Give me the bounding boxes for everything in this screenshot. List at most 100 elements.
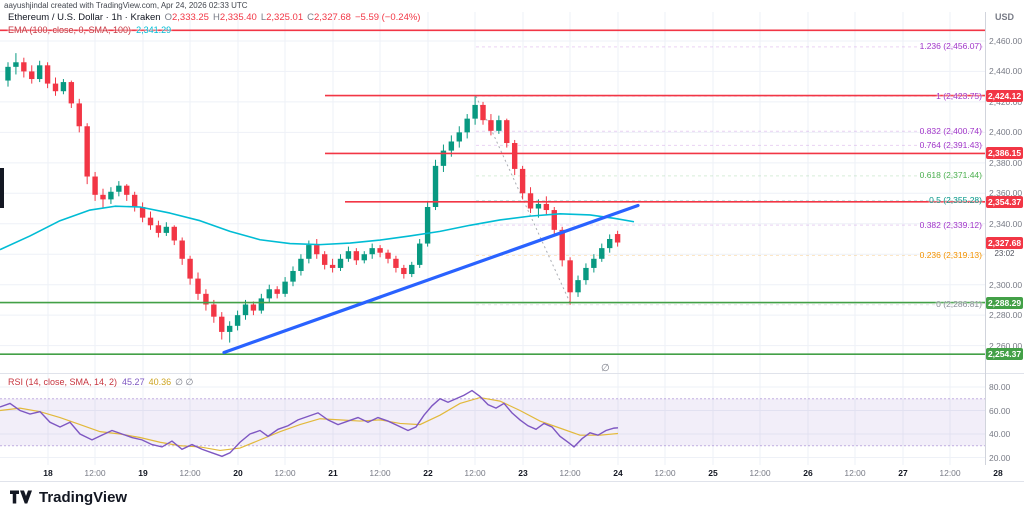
price-tick-label: 2,440.00 xyxy=(989,66,1023,77)
time-tick-label: 20 xyxy=(233,468,243,478)
support-price-badge: 2,288.29 xyxy=(986,296,1023,309)
fib-level-label[interactable]: 0.832 (2,400.74) xyxy=(919,125,982,136)
time-tick-label: 25 xyxy=(708,468,718,478)
ohlc-low-value: 2,325.01 xyxy=(266,12,304,23)
candle-body xyxy=(440,150,447,166)
ohlc-open-value: 2,333.25 xyxy=(171,12,209,23)
symbol-legend[interactable]: Ethereum / U.S. Dollar · 1h · Kraken O2,3… xyxy=(8,12,420,23)
support-price-badge: 2,254.37 xyxy=(986,348,1023,361)
price-tick-label: 2,380.00 xyxy=(989,157,1023,168)
candle-body xyxy=(551,210,557,230)
candle-body xyxy=(108,191,114,200)
candle-body xyxy=(416,243,423,265)
candle-body xyxy=(76,103,82,127)
fib-level-label[interactable]: 0.382 (2,339.12) xyxy=(919,219,982,230)
candle-body xyxy=(226,325,233,332)
candle-body xyxy=(559,229,565,261)
time-tick-label: 24 xyxy=(613,468,623,478)
fib-level-label[interactable]: 0.236 (2,319.13) xyxy=(919,250,982,261)
candle-body xyxy=(606,238,613,249)
time-tick-label: 23 xyxy=(518,468,528,478)
rsi-legend-value: 45.27 xyxy=(122,377,145,387)
candle-body xyxy=(282,281,288,294)
time-tick-label: 28 xyxy=(993,468,1003,478)
rsi-tick-label: 80.00 xyxy=(989,382,1011,392)
candle-body xyxy=(393,258,399,268)
candle-body xyxy=(250,304,257,311)
time-tick-label: 12:00 xyxy=(749,468,771,478)
tradingview-brand[interactable]: TradingView xyxy=(39,488,128,506)
candle-body xyxy=(535,203,542,209)
time-tick-label: 12:00 xyxy=(464,468,486,478)
resistance-price-badge: 2,424.12 xyxy=(986,89,1023,102)
candle-body xyxy=(361,254,367,261)
time-tick-label: 26 xyxy=(803,468,813,478)
fib-level-label[interactable]: 1.236 (2,456.07) xyxy=(919,41,982,52)
empty-set-marker: ∅ xyxy=(601,363,610,374)
candle-body xyxy=(179,240,185,259)
price-tick-label: 2,420.00 xyxy=(989,96,1023,107)
ema-legend-title: EMA (100, close, 0, SMA, 100) xyxy=(8,25,132,35)
change-value: −5.59 (−0.24%) xyxy=(354,12,421,23)
fib-level-label[interactable]: 0.618 (2,371.44) xyxy=(919,170,982,181)
candle-body xyxy=(353,251,360,261)
candle-body xyxy=(314,245,320,255)
candle-body xyxy=(599,248,605,259)
fib-level-label[interactable]: 0.5 (2,355.28) xyxy=(929,194,982,205)
ohlc-close-label: C xyxy=(307,12,314,23)
fib-level-label[interactable]: 0.764 (2,391.43) xyxy=(919,139,982,150)
price-tick-label: 2,340.00 xyxy=(989,218,1023,229)
bar-countdown: 23:02 xyxy=(986,248,1023,258)
price-tick-label: 2,300.00 xyxy=(989,279,1023,290)
candle-body xyxy=(298,258,304,271)
time-axis[interactable]: 18 12:00 19 12:00 20 12:00 21 12:00 22 12:00 23 12:… xyxy=(0,465,1024,481)
candle-body xyxy=(329,264,336,268)
time-tick-label: 19 xyxy=(138,468,148,478)
candle-body xyxy=(234,315,241,326)
time-tick-label: 21 xyxy=(328,468,338,478)
rsi-tick-label: 20.00 xyxy=(989,452,1011,463)
candle-body xyxy=(583,267,589,281)
candle-body xyxy=(187,258,193,279)
resistance-price-badge: 2,354.37 xyxy=(986,195,1023,208)
candle-body xyxy=(266,289,272,299)
time-tick-label: 12:00 xyxy=(274,468,296,478)
rsi-legend[interactable]: RSI (14, close, SMA, 14, 2) 45.27 40.36 ∅ ∅ xyxy=(8,377,193,388)
candle-body xyxy=(377,248,383,253)
rsi-ma-line xyxy=(0,396,619,452)
rsi-tick-label: 60.00 xyxy=(989,405,1011,416)
time-tick-label: 12:00 xyxy=(654,468,676,478)
ascending-trendline[interactable] xyxy=(222,203,640,355)
candle-body xyxy=(321,254,328,265)
candle-body xyxy=(147,217,154,226)
fib-level-label[interactable]: 0 (2,286.81) xyxy=(936,299,982,310)
candle-body xyxy=(519,168,526,194)
candle-body xyxy=(92,176,98,195)
candle-body xyxy=(464,118,470,133)
resistance-price-badge: 2,327.68 xyxy=(986,236,1023,249)
ema-legend[interactable]: EMA (100, close, 0, SMA, 100) 2,341.29 xyxy=(8,25,171,35)
tradingview-logo-icon[interactable] xyxy=(10,490,32,504)
time-tick-label: 12:00 xyxy=(844,468,866,478)
candle-body xyxy=(124,185,130,195)
price-tick-label: 2,260.00 xyxy=(989,340,1023,351)
time-tick-label: 12:00 xyxy=(369,468,391,478)
candle-body xyxy=(44,65,51,84)
candle-body xyxy=(614,234,621,243)
candle-body xyxy=(290,270,296,282)
time-tick-label: 12:00 xyxy=(179,468,201,478)
candle-body xyxy=(496,120,502,131)
price-axis[interactable]: USD 2,460.00 2,440.00 2,420.00 2,400.00 2,38… xyxy=(985,0,1024,465)
ohlc-high-value: 2,335.40 xyxy=(219,12,257,23)
currency-label: USD xyxy=(994,12,1014,22)
candle-body xyxy=(504,120,510,144)
ohlc-close-value: 2,327.68 xyxy=(313,12,351,23)
price-tick-label: 2,400.00 xyxy=(989,127,1023,138)
candle-body xyxy=(337,258,344,268)
candle-body xyxy=(52,83,59,92)
fib-level-label[interactable]: 1 (2,423.75) xyxy=(936,90,982,101)
time-tick-label: 12:00 xyxy=(939,468,961,478)
candle-body xyxy=(13,62,19,67)
